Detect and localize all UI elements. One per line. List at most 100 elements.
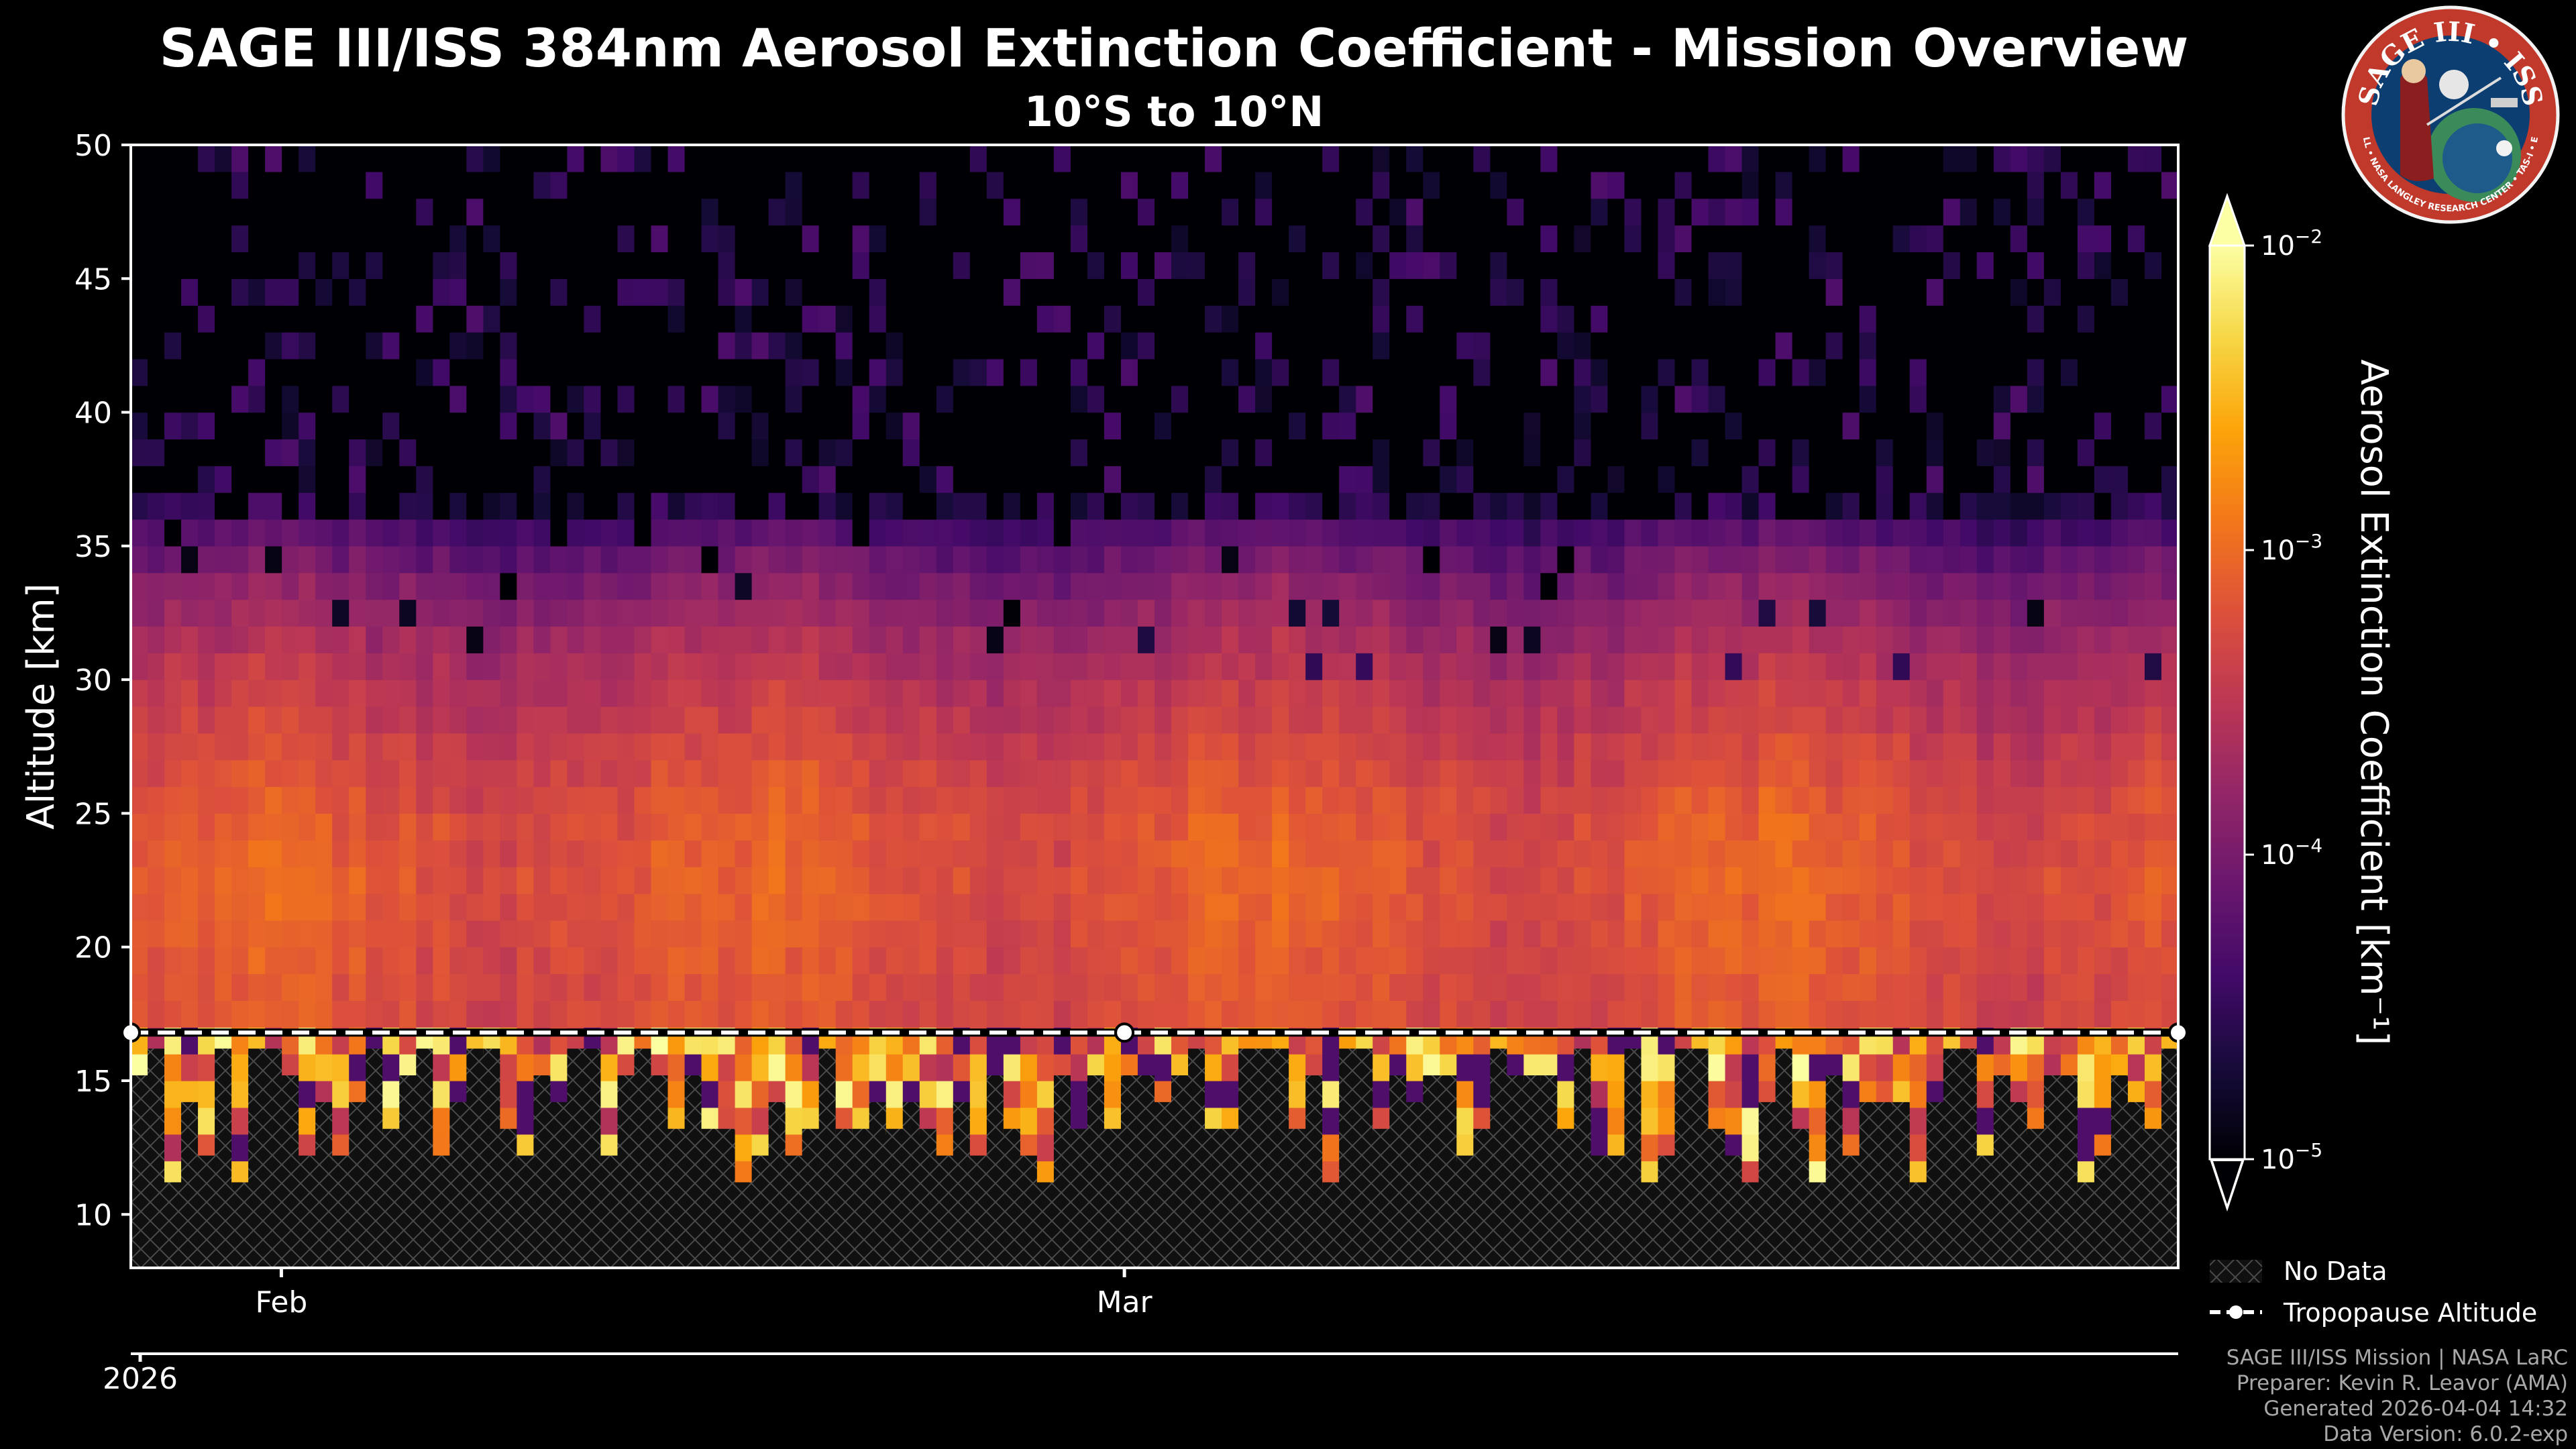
heatmap-cell	[1238, 733, 1256, 761]
heatmap-cell	[1708, 733, 1726, 761]
heatmap-cell	[2010, 572, 2028, 600]
heatmap-cell	[215, 840, 232, 867]
heatmap-cell	[1993, 653, 2011, 680]
heatmap-cell	[349, 653, 366, 680]
heatmap-cell	[299, 545, 316, 574]
heatmap-cell	[1574, 813, 1592, 841]
heatmap-cell	[1976, 759, 1994, 788]
heatmap-cell	[315, 599, 333, 627]
heatmap-cell	[282, 466, 299, 493]
heatmap-cell	[1120, 867, 1138, 894]
heatmap-cell	[215, 252, 232, 279]
no-data-region	[1725, 1155, 1743, 1268]
heatmap-cell	[265, 466, 282, 493]
heatmap-cell	[1389, 305, 1407, 333]
heatmap-cell	[1104, 867, 1122, 894]
heatmap-cell	[969, 947, 987, 975]
heatmap-cell	[1222, 733, 1239, 761]
heatmap-cell	[1289, 867, 1306, 894]
heatmap-cell	[1053, 840, 1071, 867]
heatmap-cell	[1171, 706, 1189, 734]
no-data-region	[533, 1075, 551, 1268]
heatmap-cell	[584, 813, 602, 841]
heatmap-cell	[265, 894, 282, 921]
heatmap-cell	[2027, 653, 2045, 680]
heatmap-cell	[701, 813, 719, 841]
heatmap-cell	[1842, 145, 1860, 172]
heatmap-cell	[634, 759, 652, 788]
heatmap-cell	[1960, 412, 1978, 440]
heatmap-cell	[1020, 1054, 1038, 1081]
heatmap-cell	[902, 920, 920, 948]
heatmap-cell	[1859, 198, 1877, 226]
heatmap-cell	[1876, 1054, 1894, 1081]
heatmap-cell	[600, 680, 619, 707]
heatmap-cell	[1356, 278, 1373, 306]
heatmap-cell	[1574, 759, 1592, 788]
heatmap-cell	[533, 973, 551, 1002]
heatmap-cell	[1104, 439, 1122, 466]
heatmap-cell	[1423, 973, 1440, 1002]
heatmap-cell	[416, 278, 433, 306]
heatmap-cell	[1020, 759, 1038, 788]
heatmap-cell	[1305, 385, 1323, 413]
heatmap-cell	[684, 733, 702, 761]
heatmap-cell	[433, 198, 450, 226]
heatmap-cell	[332, 492, 350, 520]
heatmap-cell	[148, 733, 165, 761]
heatmap-cell	[550, 920, 568, 948]
heatmap-cell	[1440, 412, 1457, 440]
heatmap-cell	[1691, 813, 1709, 841]
heatmap-cell	[1658, 225, 1676, 253]
y-tick-label: 40	[74, 396, 112, 431]
heatmap-cell	[1708, 920, 1726, 948]
heatmap-cell	[1926, 653, 1944, 680]
heatmap-cell	[768, 572, 786, 600]
heatmap-cell	[1691, 1000, 1709, 1028]
heatmap-cell	[1222, 973, 1239, 1002]
heatmap-cell	[869, 653, 887, 680]
heatmap-cell	[617, 759, 635, 788]
heatmap-cell	[1926, 545, 1944, 574]
heatmap-cell	[2077, 680, 2095, 707]
year-tick-label: 2026	[103, 1362, 178, 1396]
heatmap-cell	[248, 813, 266, 841]
heatmap-cell	[533, 412, 551, 440]
heatmap-cell	[198, 1081, 215, 1108]
heatmap-cell	[600, 252, 619, 279]
heatmap-cell	[1741, 813, 1760, 841]
heatmap-cell	[936, 278, 954, 306]
heatmap-cell	[1909, 225, 1927, 253]
heatmap-cell	[1993, 198, 2011, 226]
heatmap-cell	[1322, 786, 1340, 814]
heatmap-cell	[1624, 466, 1642, 493]
heatmap-cell	[1036, 492, 1055, 520]
heatmap-cell	[1758, 439, 1776, 466]
heatmap-cell	[1289, 225, 1306, 253]
heatmap-cell	[215, 1000, 232, 1028]
heatmap-cell	[869, 786, 887, 814]
heatmap-cell	[1674, 305, 1693, 333]
heatmap-cell	[1087, 412, 1105, 440]
no-data-region	[684, 1075, 702, 1268]
heatmap-cell	[651, 439, 669, 466]
heatmap-cell	[2027, 1000, 2045, 1028]
heatmap-cell	[1557, 813, 1575, 841]
heatmap-cell	[835, 840, 853, 867]
no-data-region	[2094, 1155, 2112, 1268]
heatmap-cell	[248, 1000, 266, 1028]
heatmap-cell	[852, 171, 870, 199]
heatmap-cell	[1289, 653, 1306, 680]
heatmap-cell	[1557, 867, 1575, 894]
heatmap-cell	[433, 1081, 450, 1108]
heatmap-cell	[533, 278, 551, 306]
heatmap-cell	[265, 385, 282, 413]
heatmap-cell	[1490, 171, 1507, 199]
heatmap-cell	[1926, 947, 1944, 975]
heatmap-cell	[399, 599, 417, 627]
heatmap-cell	[164, 947, 182, 975]
heatmap-cell	[1120, 840, 1138, 867]
heatmap-cell	[718, 385, 736, 413]
heatmap-cell	[802, 947, 820, 975]
heatmap-cell	[231, 759, 249, 788]
